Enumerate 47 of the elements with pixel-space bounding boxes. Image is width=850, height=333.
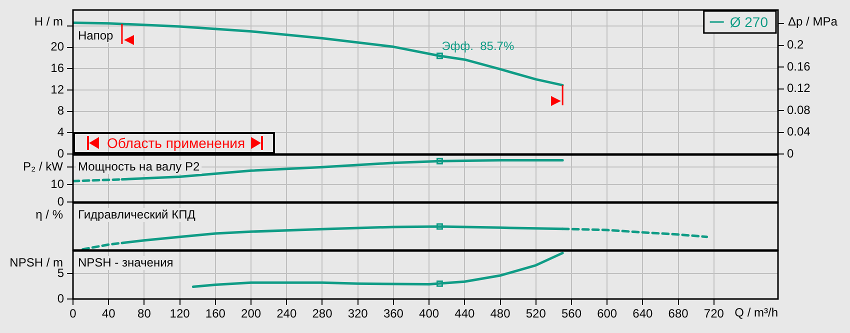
x-tick-label: 80 [138, 306, 152, 321]
x-tick-label: 520 [526, 306, 546, 321]
x-tick-label: 600 [597, 306, 618, 321]
chart-title: NPSH - значения [78, 255, 174, 270]
text: Напор [78, 28, 114, 42]
x-tick-label: 720 [704, 306, 724, 321]
chart-title: Гидравлический КПД [78, 207, 196, 222]
x-tick-label: 0 [70, 306, 77, 321]
y2-tick-label: 0.08 [787, 102, 811, 117]
x-tick-label: 440 [454, 306, 475, 321]
x-tick-label: 240 [276, 306, 297, 321]
y-tick-label: 20 [50, 40, 64, 54]
y-tick-label: 12 [50, 82, 64, 96]
y2-tick-label: 0 [787, 146, 794, 160]
x-tick-label: 560 [561, 306, 582, 321]
y2-tick-label: 0.04 [787, 124, 811, 139]
x-tick-label: 40 [102, 306, 116, 321]
y-tick-label: 16 [50, 60, 64, 75]
x-tick-label: 400 [419, 306, 440, 321]
x-tick-label: 480 [490, 306, 511, 321]
x-tick-label: 360 [383, 306, 404, 321]
y-tick-label: 0 [57, 146, 64, 160]
y2-tick-label: 0.12 [787, 81, 811, 96]
x-tick-label: 200 [241, 306, 262, 321]
y2-axis-title: Δp / MPa [788, 14, 838, 28]
legend-label: Ø 270 [730, 14, 768, 30]
y2-tick-label: 0.16 [787, 59, 811, 74]
x-tick-label: 680 [668, 306, 689, 321]
y-tick-label: 8 [57, 104, 64, 118]
x-tick-label: 640 [632, 306, 654, 321]
y-axis-title: P₂ / kW [23, 159, 64, 174]
x-tick-label: 280 [312, 306, 333, 321]
x-axis-title: Q / m³/h [734, 305, 778, 320]
x-tick-label: 320 [348, 306, 368, 321]
annotation: Эфф. 85.7% [442, 39, 514, 54]
y-axis-title: η / % [36, 207, 64, 222]
note-frame: Область применения [73, 132, 276, 154]
x-tick-label: 160 [205, 306, 226, 321]
y2-tick-label: 0.2 [787, 38, 804, 52]
y-tick-label: 10 [50, 176, 64, 191]
chart-title: Мощность на валу P2 [78, 159, 200, 174]
annotation: Область применения [107, 134, 246, 152]
y-tick-label: 0 [57, 194, 64, 208]
y-tick-label: 4 [57, 124, 64, 139]
x-tick-label: 120 [170, 306, 190, 321]
y-tick-label: 0 [57, 291, 64, 306]
y-axis-title: H / m [34, 14, 63, 28]
